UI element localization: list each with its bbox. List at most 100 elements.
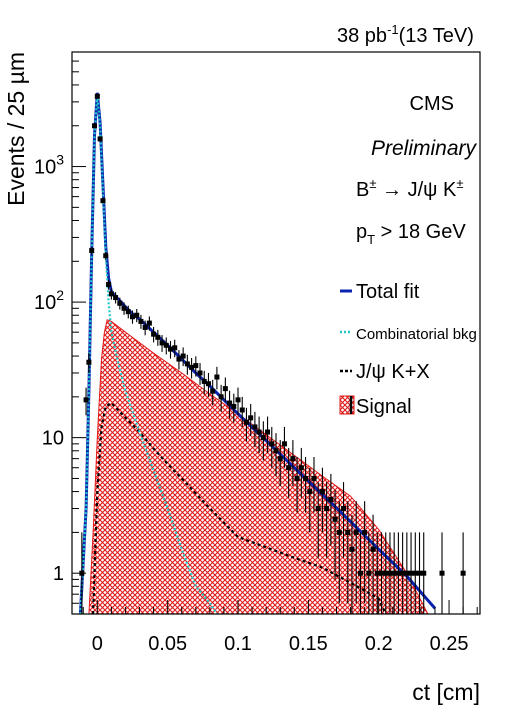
data-point <box>353 529 359 535</box>
cms-label: CMS <box>410 93 454 115</box>
data-point <box>362 529 368 535</box>
x-tick-label: 0.25 <box>430 633 469 655</box>
data-point <box>379 570 385 576</box>
data-point <box>439 570 445 576</box>
data-point <box>366 570 372 576</box>
data-point <box>201 378 207 384</box>
data-point <box>100 198 106 204</box>
data-point <box>269 441 275 447</box>
data-point <box>383 570 389 576</box>
data-point <box>243 419 249 425</box>
y-axis-label: Events / 25 µm <box>3 52 29 206</box>
data-point <box>83 397 89 403</box>
data-point <box>408 570 414 576</box>
data-point <box>180 353 186 359</box>
data-point <box>349 546 355 552</box>
lumi-label: 38 pb-1(13 TeV) <box>337 22 474 47</box>
data-point <box>94 93 100 99</box>
data-point <box>167 346 173 352</box>
y-tick-label: 1 <box>53 563 64 585</box>
data-point <box>391 570 397 576</box>
data-point <box>103 253 109 259</box>
data-point <box>311 475 317 481</box>
combinatorial-curve <box>79 94 218 614</box>
data-point <box>319 489 325 495</box>
data-point <box>374 570 380 576</box>
data-point <box>138 318 144 324</box>
data-point <box>460 570 466 576</box>
data-point <box>307 489 313 495</box>
data-point <box>184 361 190 367</box>
data-point <box>205 381 211 387</box>
decay-label: B± → J/ψ K± <box>356 176 463 201</box>
data-point <box>265 429 271 435</box>
x-tick-label: 0 <box>92 633 103 655</box>
data-point <box>92 123 98 129</box>
data-point <box>286 465 292 471</box>
data-point <box>332 516 338 522</box>
data-point <box>113 295 119 301</box>
x-axis-label: ct [cm] <box>412 679 480 705</box>
data-point <box>163 342 169 348</box>
data-point <box>256 429 262 435</box>
y-tick-label: 10 <box>42 428 64 450</box>
y-tick-label: 102 <box>34 287 64 314</box>
data-point <box>328 496 334 502</box>
data-point <box>176 356 182 362</box>
data-point <box>357 570 363 576</box>
data-point <box>129 314 135 320</box>
x-tick-label: 0.15 <box>289 633 328 655</box>
data-point <box>315 506 321 512</box>
data-point <box>89 248 95 254</box>
data-point <box>134 312 140 318</box>
x-tick-label: 0.05 <box>148 633 187 655</box>
preliminary-label: Preliminary <box>371 137 478 160</box>
data-point <box>303 475 309 481</box>
data-point <box>417 570 423 576</box>
x-axis: 0 0.05 0.1 0.15 0.2 0.25 <box>82 600 478 655</box>
data-point <box>400 570 406 576</box>
data-point <box>290 456 296 462</box>
legend-jpsikx-label: J/ψ K+X <box>356 361 430 383</box>
data-point <box>108 291 114 297</box>
data-point <box>121 305 127 311</box>
data-point <box>151 331 157 337</box>
jpsikx-curve <box>92 401 387 614</box>
data-point <box>281 441 287 447</box>
data-point <box>142 324 148 330</box>
data-point <box>387 570 393 576</box>
data-point <box>336 529 342 535</box>
data-point <box>117 300 123 306</box>
data-point <box>86 359 92 365</box>
data-point <box>370 546 376 552</box>
data-point <box>345 529 351 535</box>
data-point <box>235 397 241 403</box>
data-point <box>155 334 161 340</box>
data-points-layer <box>79 93 466 614</box>
data-point <box>412 570 418 576</box>
data-point <box>324 506 330 512</box>
data-point <box>210 388 216 394</box>
data-point <box>404 570 410 576</box>
data-point <box>277 456 283 462</box>
plot-frame <box>71 51 481 615</box>
data-point <box>252 424 258 430</box>
data-point <box>273 448 279 454</box>
data-point <box>172 345 178 351</box>
data-point <box>298 465 304 471</box>
legend: Total fit Combinatorial bkg J/ψ K+X Sign… <box>339 281 477 418</box>
data-point <box>294 475 300 481</box>
data-point <box>146 320 152 326</box>
y-tick-label: 103 <box>34 152 64 179</box>
data-point <box>97 136 103 142</box>
legend-signal-label: Signal <box>356 396 412 418</box>
data-point <box>421 570 427 576</box>
data-point <box>193 363 199 369</box>
data-point <box>248 415 254 421</box>
data-point <box>227 400 233 406</box>
y-axis: 1 10 102 103 <box>34 51 86 615</box>
data-point <box>214 374 220 380</box>
data-point <box>260 435 266 441</box>
data-point <box>239 407 245 413</box>
